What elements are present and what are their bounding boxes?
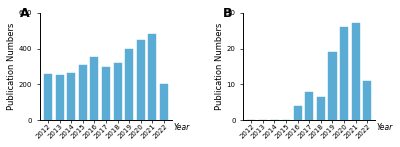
Bar — [328, 52, 336, 120]
Text: Year: Year — [174, 123, 190, 132]
Bar — [125, 49, 133, 120]
Y-axis label: Publication Numbers: Publication Numbers — [7, 23, 16, 110]
Bar — [148, 34, 156, 120]
Bar — [317, 97, 325, 120]
Text: B: B — [223, 7, 233, 20]
Text: A: A — [20, 7, 30, 20]
Bar — [90, 57, 98, 120]
Bar — [160, 83, 168, 120]
Y-axis label: Publication Numbers: Publication Numbers — [215, 23, 224, 110]
Bar — [44, 74, 52, 120]
Bar — [352, 23, 360, 120]
Bar — [340, 27, 348, 120]
Bar — [363, 81, 371, 120]
Bar — [79, 65, 87, 120]
Bar — [102, 67, 110, 120]
Bar — [137, 40, 145, 120]
Bar — [56, 75, 64, 120]
Bar — [294, 106, 302, 120]
Text: Year: Year — [377, 123, 393, 132]
Bar — [67, 73, 75, 120]
Bar — [114, 63, 122, 120]
Bar — [305, 92, 313, 120]
